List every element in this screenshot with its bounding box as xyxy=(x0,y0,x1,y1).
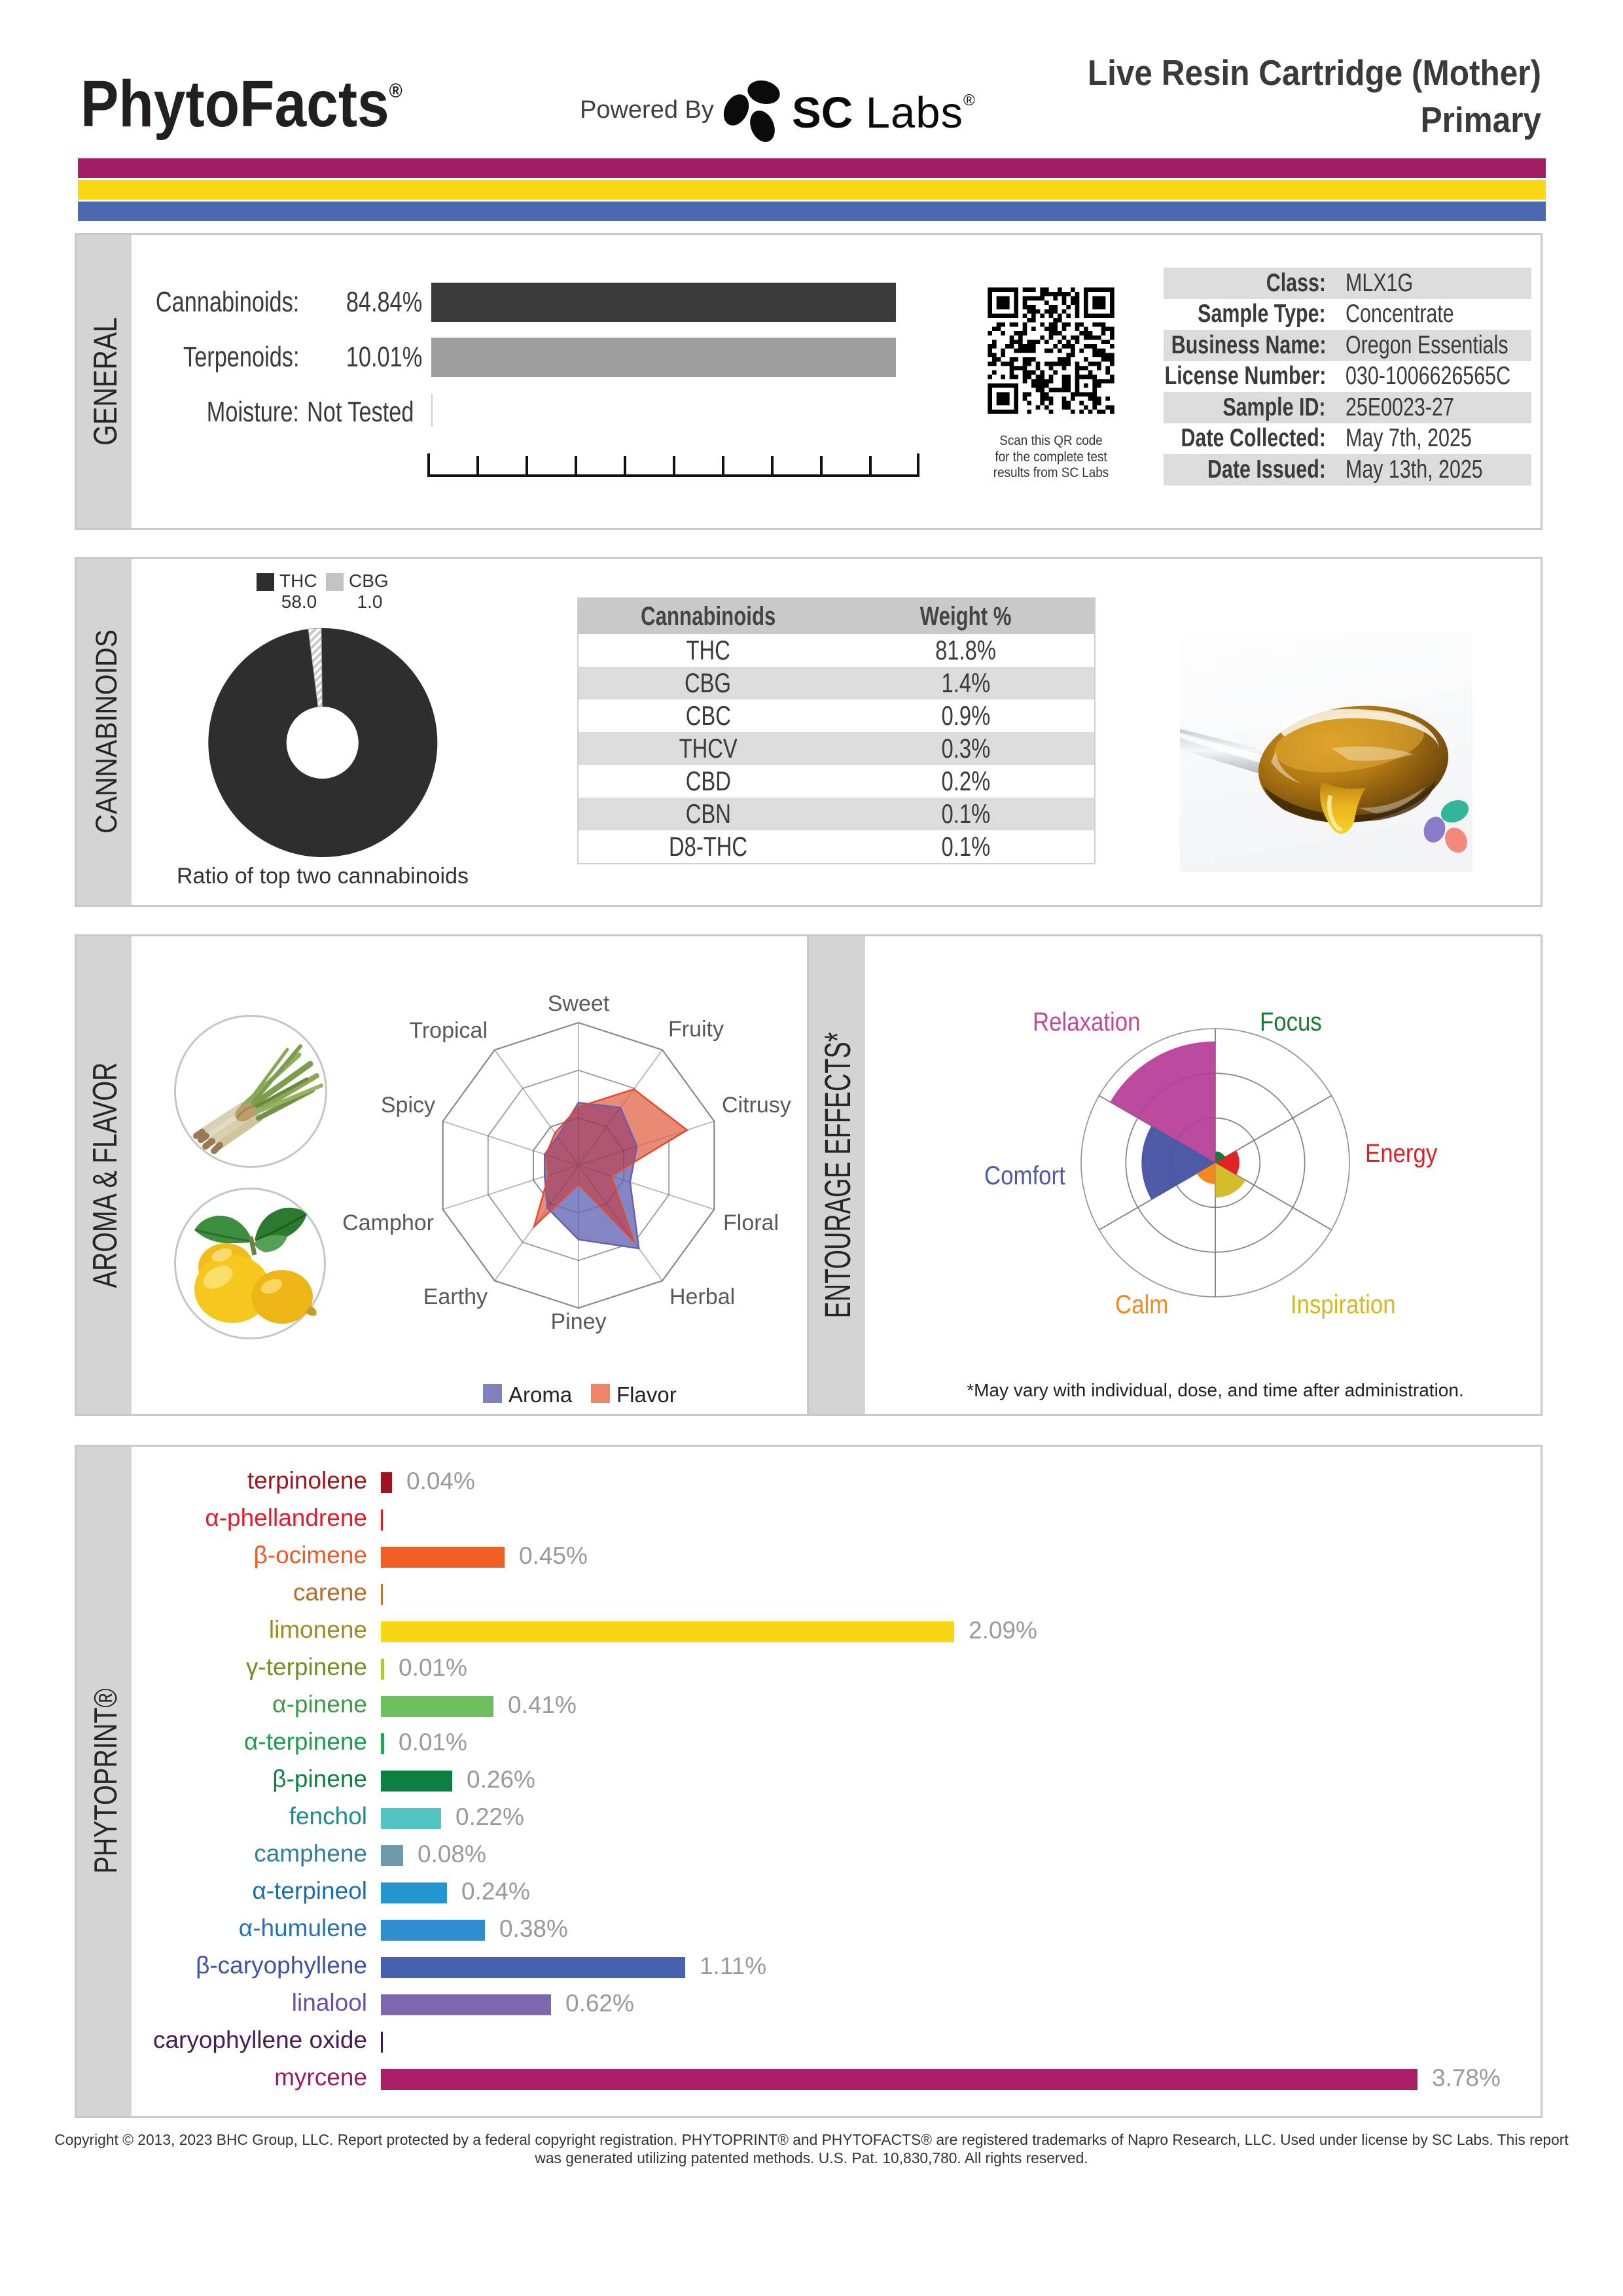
svg-text:AROMA & FLAVOR: AROMA & FLAVOR xyxy=(86,1063,124,1288)
svg-text:GENERAL: GENERAL xyxy=(87,317,124,446)
svg-text:PHYTOPRINT®: PHYTOPRINT® xyxy=(88,1689,124,1874)
svg-text:ENTOURAGE EFFECTS*: ENTOURAGE EFFECTS* xyxy=(817,1033,858,1318)
svg-text:CANNABINOIDS: CANNABINOIDS xyxy=(90,629,123,834)
